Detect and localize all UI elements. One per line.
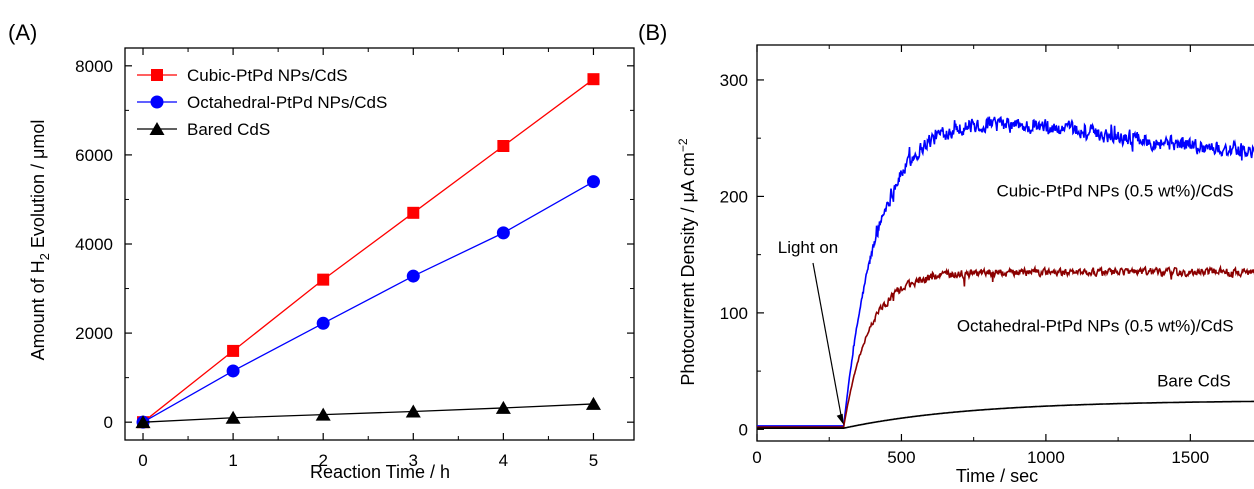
x-tick-label: 4 bbox=[499, 451, 508, 470]
data-point bbox=[405, 404, 421, 418]
series-label: Octahedral-PtPd NPs (0.5 wt%)/CdS bbox=[957, 317, 1234, 336]
panel-a-ticks: 0 1 2 3 4 5 0 2000 4000 6000 8000 bbox=[75, 48, 634, 470]
legend-label: Bared CdS bbox=[187, 120, 270, 139]
legend-marker bbox=[149, 122, 165, 135]
data-point bbox=[316, 316, 330, 330]
panel-b-frame bbox=[756, 44, 1254, 442]
data-point bbox=[497, 140, 510, 152]
data-point bbox=[586, 175, 600, 189]
data-point bbox=[495, 400, 511, 414]
x-tick-label: 0 bbox=[752, 448, 761, 467]
legend-label: Cubic-PtPd NPs/CdS bbox=[187, 66, 348, 85]
y-tick-label: 8000 bbox=[75, 57, 113, 76]
panel-a-label: (A) bbox=[8, 20, 37, 45]
series-trace-2 bbox=[757, 264, 1254, 428]
panel-b: (B) 0 500 1000 1500 0 100 200 300 Cubic-PtPd NP… bbox=[638, 20, 1254, 486]
y-tick-label: 2000 bbox=[75, 324, 113, 343]
x-tick-label: 2 bbox=[318, 451, 327, 470]
light-on-label: Light on bbox=[778, 238, 839, 257]
panel-a-series bbox=[135, 73, 601, 429]
series-line-2 bbox=[142, 181, 594, 423]
x-tick-label: 0 bbox=[138, 451, 147, 470]
data-point bbox=[496, 226, 510, 240]
panel-a-y-axis-title-part-1: Amount of H bbox=[28, 260, 48, 360]
data-point bbox=[315, 407, 331, 421]
panel-a-legend: Cubic-PtPd NPs/CdS Octahedral-PtPd NPs/Cd… bbox=[137, 66, 387, 139]
y-tick-label: 300 bbox=[720, 71, 748, 90]
panel-b-label: (B) bbox=[638, 20, 667, 45]
x-tick-label: 1000 bbox=[1027, 448, 1065, 467]
data-point bbox=[226, 364, 240, 378]
series-trace-3 bbox=[757, 400, 1254, 430]
y-tick-label: 4000 bbox=[75, 235, 113, 254]
panel-a-x-axis-title: Reaction Time / h bbox=[310, 462, 450, 482]
data-point bbox=[135, 415, 151, 429]
x-tick-label: 1500 bbox=[1171, 448, 1209, 467]
x-tick-label: 1 bbox=[228, 451, 237, 470]
y-tick-label: 6000 bbox=[75, 146, 113, 165]
light-on-arrow-line bbox=[812, 262, 843, 419]
data-point bbox=[227, 344, 240, 357]
y-tick-label: 200 bbox=[720, 187, 748, 206]
x-tick-label: 5 bbox=[589, 451, 598, 470]
x-tick-label: 3 bbox=[409, 451, 418, 470]
panel-b-series-labels: Cubic-PtPd NPs (0.5 wt%)/CdS Octahedral-P… bbox=[957, 181, 1234, 390]
panel-b-y-axis-title-part-1: Photocurrent Density / μA cm bbox=[678, 152, 698, 385]
panel-b-y-axis-title: Photocurrent Density / μA cm−2 bbox=[676, 138, 698, 385]
data-point bbox=[225, 410, 241, 424]
x-tick-label: 500 bbox=[887, 448, 915, 467]
panel-b-x-axis-title: Time / sec bbox=[956, 466, 1038, 486]
series-label: Cubic-PtPd NPs (0.5 wt%)/CdS bbox=[997, 181, 1234, 200]
y-tick-label: 0 bbox=[104, 413, 113, 432]
panel-b-annotation: Light on bbox=[778, 238, 844, 425]
data-point bbox=[317, 273, 330, 286]
data-point bbox=[406, 269, 420, 283]
panel-b-y-axis-title-superscript: −2 bbox=[676, 138, 690, 152]
panel-a-y-axis-title-subscript: 2 bbox=[37, 253, 52, 260]
panel-a: (A) 0 1 2 3 4 5 0 2000 4000 6000 8000 Cubic-PtPd N… bbox=[8, 20, 635, 482]
light-on-arrow-head bbox=[836, 413, 844, 425]
panel-b-ticks: 0 500 1000 1500 0 100 200 300 bbox=[720, 45, 1209, 467]
data-point bbox=[585, 396, 601, 410]
data-point bbox=[587, 73, 600, 86]
y-tick-label: 100 bbox=[720, 304, 748, 323]
legend-marker bbox=[150, 95, 164, 109]
series-line-1 bbox=[142, 78, 594, 423]
panel-a-y-axis-title: Amount of H2 Evolution / μmol bbox=[28, 120, 52, 361]
panel-a-y-axis-title-part-2: Evolution / μmol bbox=[28, 120, 48, 253]
data-point bbox=[407, 206, 420, 219]
series-line-3 bbox=[142, 403, 594, 423]
legend-label: Octahedral-PtPd NPs/CdS bbox=[187, 93, 387, 112]
series-label: Bare CdS bbox=[1157, 371, 1231, 390]
y-tick-label: 0 bbox=[739, 420, 748, 439]
panel-b-series bbox=[757, 115, 1254, 430]
legend-marker bbox=[151, 69, 163, 81]
